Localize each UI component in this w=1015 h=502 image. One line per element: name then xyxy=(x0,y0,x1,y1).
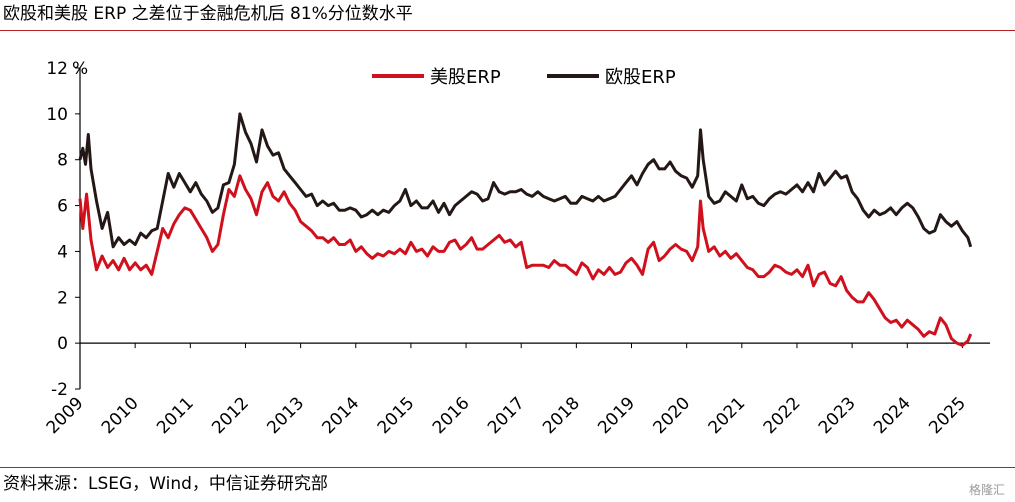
y-tick-label: 12 xyxy=(46,59,68,79)
x-tick-label: 2014 xyxy=(319,393,364,438)
y-tick-label: 0 xyxy=(57,334,68,354)
x-tick-label: 2024 xyxy=(870,393,915,438)
source-note: 资料来源：LSEG，Wind，中信证券研究部 xyxy=(3,474,328,494)
x-tick-label: 2013 xyxy=(263,393,308,438)
x-tick-label: 2019 xyxy=(594,393,639,438)
series-line-eu-erp xyxy=(78,112,973,249)
x-tick-label: 2010 xyxy=(98,393,143,438)
series-line-us-erp xyxy=(78,174,973,347)
x-tick-label: 2011 xyxy=(153,393,198,438)
x-tick-label: 2020 xyxy=(649,393,694,438)
x-tick-label: 2009 xyxy=(43,393,88,438)
y-tick-label: 6 xyxy=(57,197,68,217)
tick-labels: -2 0 2 4 6 8 10 12 % 2009 2010 2011 2012 2013 2014 2015… xyxy=(43,59,970,438)
x-tick-label: 2015 xyxy=(374,393,419,438)
x-tick-label: 2021 xyxy=(705,393,750,438)
watermark: 格隆汇 xyxy=(968,483,1005,497)
x-tick-label: 2023 xyxy=(815,393,860,438)
chart-title: 欧股和美股 ERP 之差位于金融危机后 81%分位数水平 xyxy=(3,4,413,24)
legend-label-us-erp: 美股ERP xyxy=(430,67,501,88)
axes xyxy=(75,67,990,390)
series-lines xyxy=(78,112,973,347)
x-tick-label: 2016 xyxy=(429,393,474,438)
x-tick-label: 2012 xyxy=(208,393,253,438)
x-tick-label: 2025 xyxy=(925,393,970,438)
y-tick-label: 10 xyxy=(46,105,68,125)
legend-label-eu-erp: 欧股ERP xyxy=(605,67,676,88)
x-tick-label: 2022 xyxy=(760,393,805,438)
x-tick-label: 2018 xyxy=(539,393,584,438)
title-rule xyxy=(0,30,1015,31)
y-axis-unit: % xyxy=(72,59,88,79)
y-tick-label: 2 xyxy=(57,288,68,308)
source-rule xyxy=(0,467,1015,468)
x-tick-label: 2017 xyxy=(484,393,529,438)
legend: 美股ERP 欧股ERP xyxy=(372,67,676,88)
y-tick-label: 8 xyxy=(57,151,68,171)
y-tick-label: 4 xyxy=(57,242,68,262)
y-tick-label: -2 xyxy=(51,380,68,400)
